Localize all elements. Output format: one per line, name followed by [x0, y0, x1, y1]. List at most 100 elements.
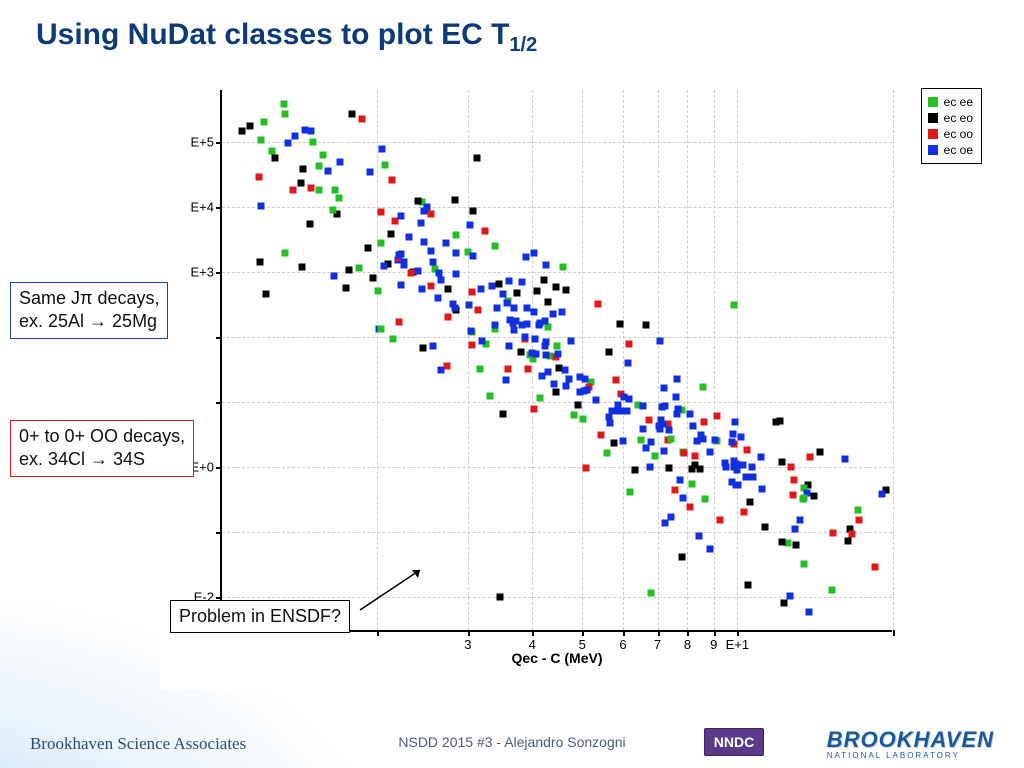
- data-point: [730, 301, 737, 308]
- data-point: [476, 365, 483, 372]
- data-point: [707, 448, 714, 455]
- data-point: [474, 306, 481, 313]
- data-point: [367, 168, 374, 175]
- data-point: [551, 381, 558, 388]
- data-point: [414, 197, 421, 204]
- data-point: [571, 412, 578, 419]
- data-point: [502, 377, 509, 384]
- data-point: [269, 147, 276, 154]
- data-point: [330, 272, 337, 279]
- data-point: [744, 446, 751, 453]
- grid-line: [222, 402, 892, 403]
- chart-legend: ec ee ec eo ec oo ec oe: [921, 88, 982, 164]
- x-tick: [714, 630, 716, 636]
- data-point: [778, 458, 785, 465]
- x-tick: [468, 630, 470, 636]
- data-point: [879, 490, 886, 497]
- data-point: [554, 343, 561, 350]
- data-point: [271, 155, 278, 162]
- data-point: [239, 128, 246, 135]
- data-point: [531, 405, 538, 412]
- data-point: [730, 464, 737, 471]
- data-point: [701, 418, 708, 425]
- data-point: [438, 277, 445, 284]
- data-point: [615, 407, 622, 414]
- data-point: [519, 279, 526, 286]
- data-point: [801, 495, 808, 502]
- x-tick-label: 9: [710, 637, 717, 652]
- grid-line: [377, 90, 378, 630]
- data-point: [398, 213, 405, 220]
- data-point: [665, 426, 672, 433]
- data-point: [430, 342, 437, 349]
- data-point: [695, 532, 702, 539]
- data-point: [687, 411, 694, 418]
- data-point: [302, 126, 309, 133]
- legend-swatch: [928, 113, 938, 123]
- data-point: [672, 394, 679, 401]
- data-point: [698, 432, 705, 439]
- data-point: [477, 286, 484, 293]
- data-point: [359, 116, 366, 123]
- data-point: [531, 335, 538, 342]
- data-point: [830, 530, 837, 537]
- bnl-logo: BROOKHAVEN NATIONAL LABORATORY: [827, 727, 994, 760]
- grid-line: [468, 90, 469, 630]
- data-point: [524, 304, 531, 311]
- data-point: [452, 197, 459, 204]
- x-tick: [893, 630, 895, 636]
- data-point: [256, 173, 263, 180]
- data-point: [510, 327, 517, 334]
- data-point: [378, 146, 385, 153]
- data-point: [553, 389, 560, 396]
- data-point: [598, 432, 605, 439]
- annotation-line: ex. 25Al → 25Mg: [19, 311, 157, 331]
- y-tick: [216, 532, 222, 534]
- data-point: [389, 177, 396, 184]
- data-point: [466, 302, 473, 309]
- x-tick-label: E+1: [726, 637, 750, 652]
- data-point: [529, 349, 536, 356]
- data-point: [315, 186, 322, 193]
- legend-item: ec oo: [928, 127, 973, 141]
- data-point: [817, 449, 824, 456]
- data-point: [558, 308, 565, 315]
- data-point: [524, 366, 531, 373]
- data-point: [672, 487, 679, 494]
- data-point: [550, 311, 557, 318]
- data-point: [420, 238, 427, 245]
- title-text: Using NuDat classes to plot EC T: [36, 18, 509, 51]
- data-point: [707, 545, 714, 552]
- y-tick: [216, 207, 222, 209]
- data-point: [436, 270, 443, 277]
- data-point: [331, 187, 338, 194]
- data-point: [828, 586, 835, 593]
- data-point: [790, 491, 797, 498]
- data-point: [673, 375, 680, 382]
- data-point: [495, 281, 502, 288]
- grid-line: [222, 272, 892, 273]
- grid-line: [222, 207, 892, 208]
- data-point: [581, 375, 588, 382]
- data-point: [377, 209, 384, 216]
- data-point: [620, 393, 627, 400]
- data-point: [646, 463, 653, 470]
- data-point: [666, 464, 673, 471]
- data-point: [285, 139, 292, 146]
- data-point: [335, 195, 342, 202]
- data-point: [428, 282, 435, 289]
- data-point: [779, 539, 786, 546]
- legend-item: ec oe: [928, 143, 973, 157]
- data-point: [593, 396, 600, 403]
- data-point: [544, 368, 551, 375]
- data-point: [337, 158, 344, 165]
- data-point: [689, 480, 696, 487]
- data-point: [469, 342, 476, 349]
- data-point: [844, 538, 851, 545]
- data-point: [712, 436, 719, 443]
- data-point: [796, 516, 803, 523]
- data-point: [381, 162, 388, 169]
- data-point: [744, 581, 751, 588]
- chart-container: ec ee ec eo ec oo ec oe Qec - C (MeV) 34…: [160, 80, 990, 690]
- data-point: [542, 317, 549, 324]
